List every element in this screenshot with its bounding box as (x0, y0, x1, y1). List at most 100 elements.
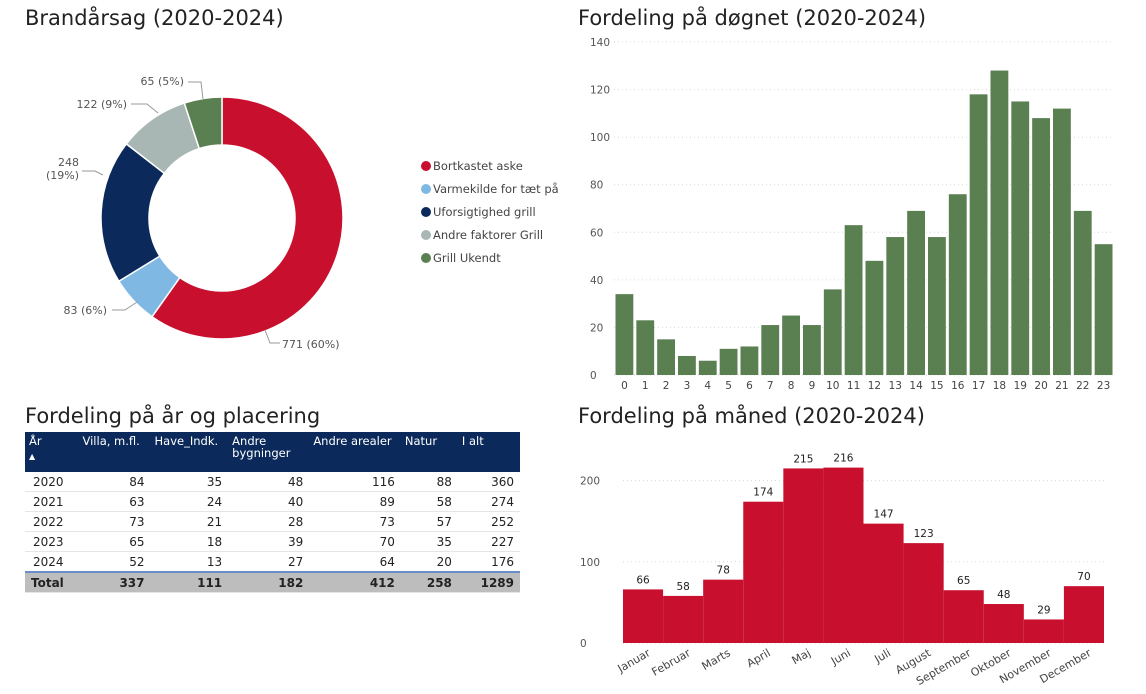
hourly-bar[interactable] (823, 289, 842, 375)
total-natur: 258 (400, 571, 458, 593)
cell-total: 360 (457, 472, 520, 492)
donut-leader-line (112, 301, 138, 311)
hourly-bar[interactable] (1094, 244, 1113, 375)
col-header-total[interactable]: I alt (457, 432, 520, 472)
total-all: 1289 (457, 571, 520, 593)
hourly-bar[interactable] (1011, 101, 1030, 375)
x-tick-label: 18 (993, 380, 1006, 392)
legend-label[interactable]: Varmekilde for tæt på (433, 182, 559, 196)
legend-label[interactable]: Grill Ukendt (433, 251, 501, 265)
hourly-bar[interactable] (928, 237, 946, 375)
x-tick-label: Maj (790, 646, 813, 667)
legend-marker[interactable] (421, 230, 431, 240)
bar-data-label: 147 (874, 509, 894, 521)
legend-marker[interactable] (421, 207, 431, 217)
monthly-bar[interactable] (1023, 619, 1064, 643)
hourly-bar[interactable] (698, 360, 717, 375)
monthly-bar[interactable] (623, 589, 664, 643)
hourly-bar[interactable] (990, 70, 1009, 376)
legend-label[interactable]: Andre faktorer Grill (433, 228, 543, 242)
monthly-chart-title: Fordeling på måned (2020-2024) (578, 404, 925, 428)
monthly-bar[interactable] (823, 467, 864, 643)
legend-label[interactable]: Uforsigtighed grill (433, 205, 536, 219)
hourly-bar[interactable] (719, 348, 738, 375)
hourly-bar[interactable] (761, 325, 780, 375)
hourly-bar[interactable] (740, 346, 759, 375)
legend-label[interactable]: Bortkastet aske (433, 159, 523, 173)
legend-marker[interactable] (421, 161, 431, 171)
cell-natur: 20 (400, 551, 458, 573)
total-villa: 337 (78, 571, 151, 593)
monthly-bar[interactable] (863, 523, 904, 643)
col-header-year[interactable]: År ▲ (25, 432, 79, 472)
col-header-andre[interactable]: Andre bygninger (228, 432, 310, 472)
hourly-bar[interactable] (1073, 210, 1092, 375)
x-tick-label: 1 (642, 380, 649, 392)
cell-arealer: 116 (309, 472, 401, 492)
hourly-bar[interactable] (969, 94, 988, 375)
total-arealer: 412 (309, 571, 401, 593)
monthly-bar[interactable] (663, 595, 704, 643)
hourly-bar[interactable] (886, 237, 905, 375)
monthly-bar[interactable] (983, 604, 1024, 643)
hourly-bar[interactable] (615, 294, 634, 375)
hourly-bar[interactable] (844, 225, 863, 375)
x-tick-label: 16 (951, 380, 965, 392)
bar-data-label: 58 (676, 581, 689, 593)
col-header-villa[interactable]: Villa, m.fl. (78, 432, 151, 472)
cell-arealer: 73 (309, 511, 401, 532)
monthly-bar[interactable] (743, 501, 784, 643)
hourly-bar[interactable] (657, 339, 675, 375)
hourly-bar[interactable] (636, 320, 655, 375)
bar-data-label: 216 (833, 453, 853, 465)
cell-have: 35 (150, 472, 229, 492)
donut-chart-title: Brandårsag (2020-2024) (25, 6, 284, 30)
donut-leader-line (131, 103, 159, 114)
y-tick-label: 20 (590, 322, 603, 334)
cell-arealer: 70 (309, 531, 401, 552)
donut-data-label: 83 (6%) (63, 304, 107, 317)
monthly-bar[interactable] (783, 468, 824, 643)
monthly-bar[interactable] (903, 543, 944, 643)
monthly-bar[interactable] (943, 590, 984, 643)
legend-marker[interactable] (421, 253, 431, 263)
table-row: 2022 73 21 28 73 57 252 (25, 511, 520, 532)
sort-ascending-icon[interactable]: ▲ (29, 452, 36, 461)
cell-villa: 52 (78, 551, 151, 573)
monthly-bar[interactable] (703, 579, 744, 643)
hourly-bar[interactable] (907, 210, 925, 375)
y-tick-label: 0 (580, 638, 587, 650)
monthly-bar[interactable] (1063, 586, 1104, 643)
table-row: 2020 84 35 48 116 88 360 (25, 472, 520, 492)
donut-slice-4[interactable] (183, 96, 223, 150)
legend-marker[interactable] (421, 184, 431, 194)
x-tick-label: 19 (1014, 380, 1027, 392)
cell-total: 274 (457, 491, 520, 512)
hourly-bar[interactable] (948, 194, 967, 375)
cell-total: 176 (457, 551, 520, 573)
col-header-have[interactable]: Have_Indk. (150, 432, 229, 472)
y-tick-label: 100 (580, 557, 600, 569)
x-tick-label: 17 (972, 380, 985, 392)
cell-total: 227 (457, 531, 520, 552)
bar-data-label: 70 (1077, 571, 1090, 583)
bar-data-label: 65 (957, 575, 970, 587)
donut-slice-0[interactable] (150, 96, 344, 340)
hourly-bar[interactable] (782, 315, 800, 375)
col-header-natur[interactable]: Natur (400, 432, 458, 472)
bar-data-label: 174 (753, 487, 773, 499)
col-header-arealer[interactable]: Andre arealer (309, 432, 401, 472)
x-tick-label: 6 (746, 380, 753, 392)
hourly-bar[interactable] (678, 355, 696, 375)
hourly-bar[interactable] (1053, 108, 1071, 375)
hourly-bar[interactable] (1032, 118, 1050, 375)
x-tick-label: 11 (847, 380, 860, 392)
hourly-bar[interactable] (803, 325, 821, 375)
cell-villa: 84 (78, 472, 151, 492)
hourly-bar[interactable] (865, 260, 884, 375)
hourly-chart-title: Fordeling på døgnet (2020-2024) (578, 6, 927, 30)
x-tick-label: 7 (767, 380, 774, 392)
y-tick-label: 80 (590, 180, 603, 192)
x-tick-label: 2 (663, 380, 670, 392)
